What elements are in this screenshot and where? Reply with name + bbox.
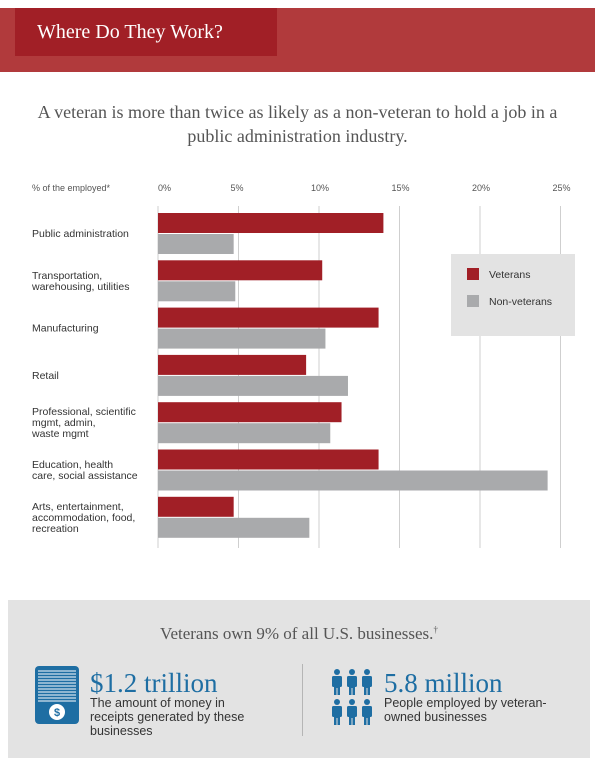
legend-swatch: [467, 268, 479, 280]
tick-label: 25%: [553, 183, 571, 193]
bar: [158, 354, 307, 375]
tick-label: 20%: [472, 183, 490, 193]
category-label: waste mgmt: [31, 428, 89, 440]
person-icon: [332, 669, 342, 695]
stats-headline-text: Veterans own 9% of all U.S. businesses.: [160, 624, 434, 643]
money-description: The amount of money in receipts generate…: [90, 696, 245, 738]
bar: [158, 375, 348, 396]
footnote-mark: †: [433, 624, 438, 635]
bar: [158, 307, 379, 328]
category-label: Retail: [32, 370, 59, 382]
bar: [158, 470, 548, 491]
category-label: Professional, scientific: [32, 406, 136, 418]
person-icon: [347, 699, 357, 725]
category-label: Transportation,: [32, 270, 102, 282]
money-value: $1.2 trillion: [90, 668, 218, 698]
category-label: care, social assistance: [32, 470, 138, 482]
money-stack-icon: $: [35, 666, 79, 729]
category-label: accommodation, food,: [32, 512, 135, 524]
category-label: Education, health: [32, 459, 113, 471]
bar: [158, 496, 234, 517]
person-icon: [362, 699, 372, 725]
chart-subtitle: A veteran is more than twice as likely a…: [37, 102, 558, 146]
stats-panel: Veterans own 9% of all U.S. businesses.†…: [8, 600, 590, 758]
category-label: recreation: [32, 523, 79, 535]
bar: [158, 260, 323, 281]
person-icon: [332, 699, 342, 725]
axis-label: % of the employed*: [32, 183, 111, 193]
tick-label: 0%: [158, 183, 171, 193]
stats-headline: Veterans own 9% of all U.S. businesses.†: [8, 624, 590, 644]
people-description: People employed by veteran-owned busines…: [384, 696, 547, 724]
stats-divider: [302, 664, 303, 736]
bar: [158, 213, 384, 233]
bar: [158, 234, 234, 254]
tick-label: 15%: [392, 183, 410, 193]
legend-swatch: [467, 295, 479, 307]
category-label: Arts, entertainment,: [32, 501, 124, 513]
legend-label: Veterans: [489, 269, 530, 281]
people-value: 5.8 million: [384, 668, 503, 698]
category-label: Public administration: [32, 228, 129, 240]
category-label: mgmt, admin,: [32, 417, 96, 429]
people-icon: [330, 666, 374, 731]
tick-label: 10%: [311, 183, 329, 193]
bar: [158, 281, 236, 302]
bar: [158, 423, 331, 444]
category-label: Manufacturing: [32, 323, 99, 335]
bar-chart: % of the employed* 0% 5% 10% 15% 20% 25% Public…: [31, 183, 575, 548]
bar: [158, 328, 326, 349]
person-icon: [362, 669, 372, 695]
bar: [158, 449, 379, 470]
tick-label: 5%: [231, 183, 244, 193]
category-label: warehousing, utilities: [31, 281, 129, 293]
legend-label: Non-veterans: [489, 296, 552, 308]
page-title: Where Do They Work?: [37, 21, 223, 43]
dollar-badge: $: [54, 707, 60, 719]
header-tab: [15, 8, 277, 56]
person-icon: [347, 669, 357, 695]
bar: [158, 402, 342, 423]
bar: [158, 517, 310, 538]
